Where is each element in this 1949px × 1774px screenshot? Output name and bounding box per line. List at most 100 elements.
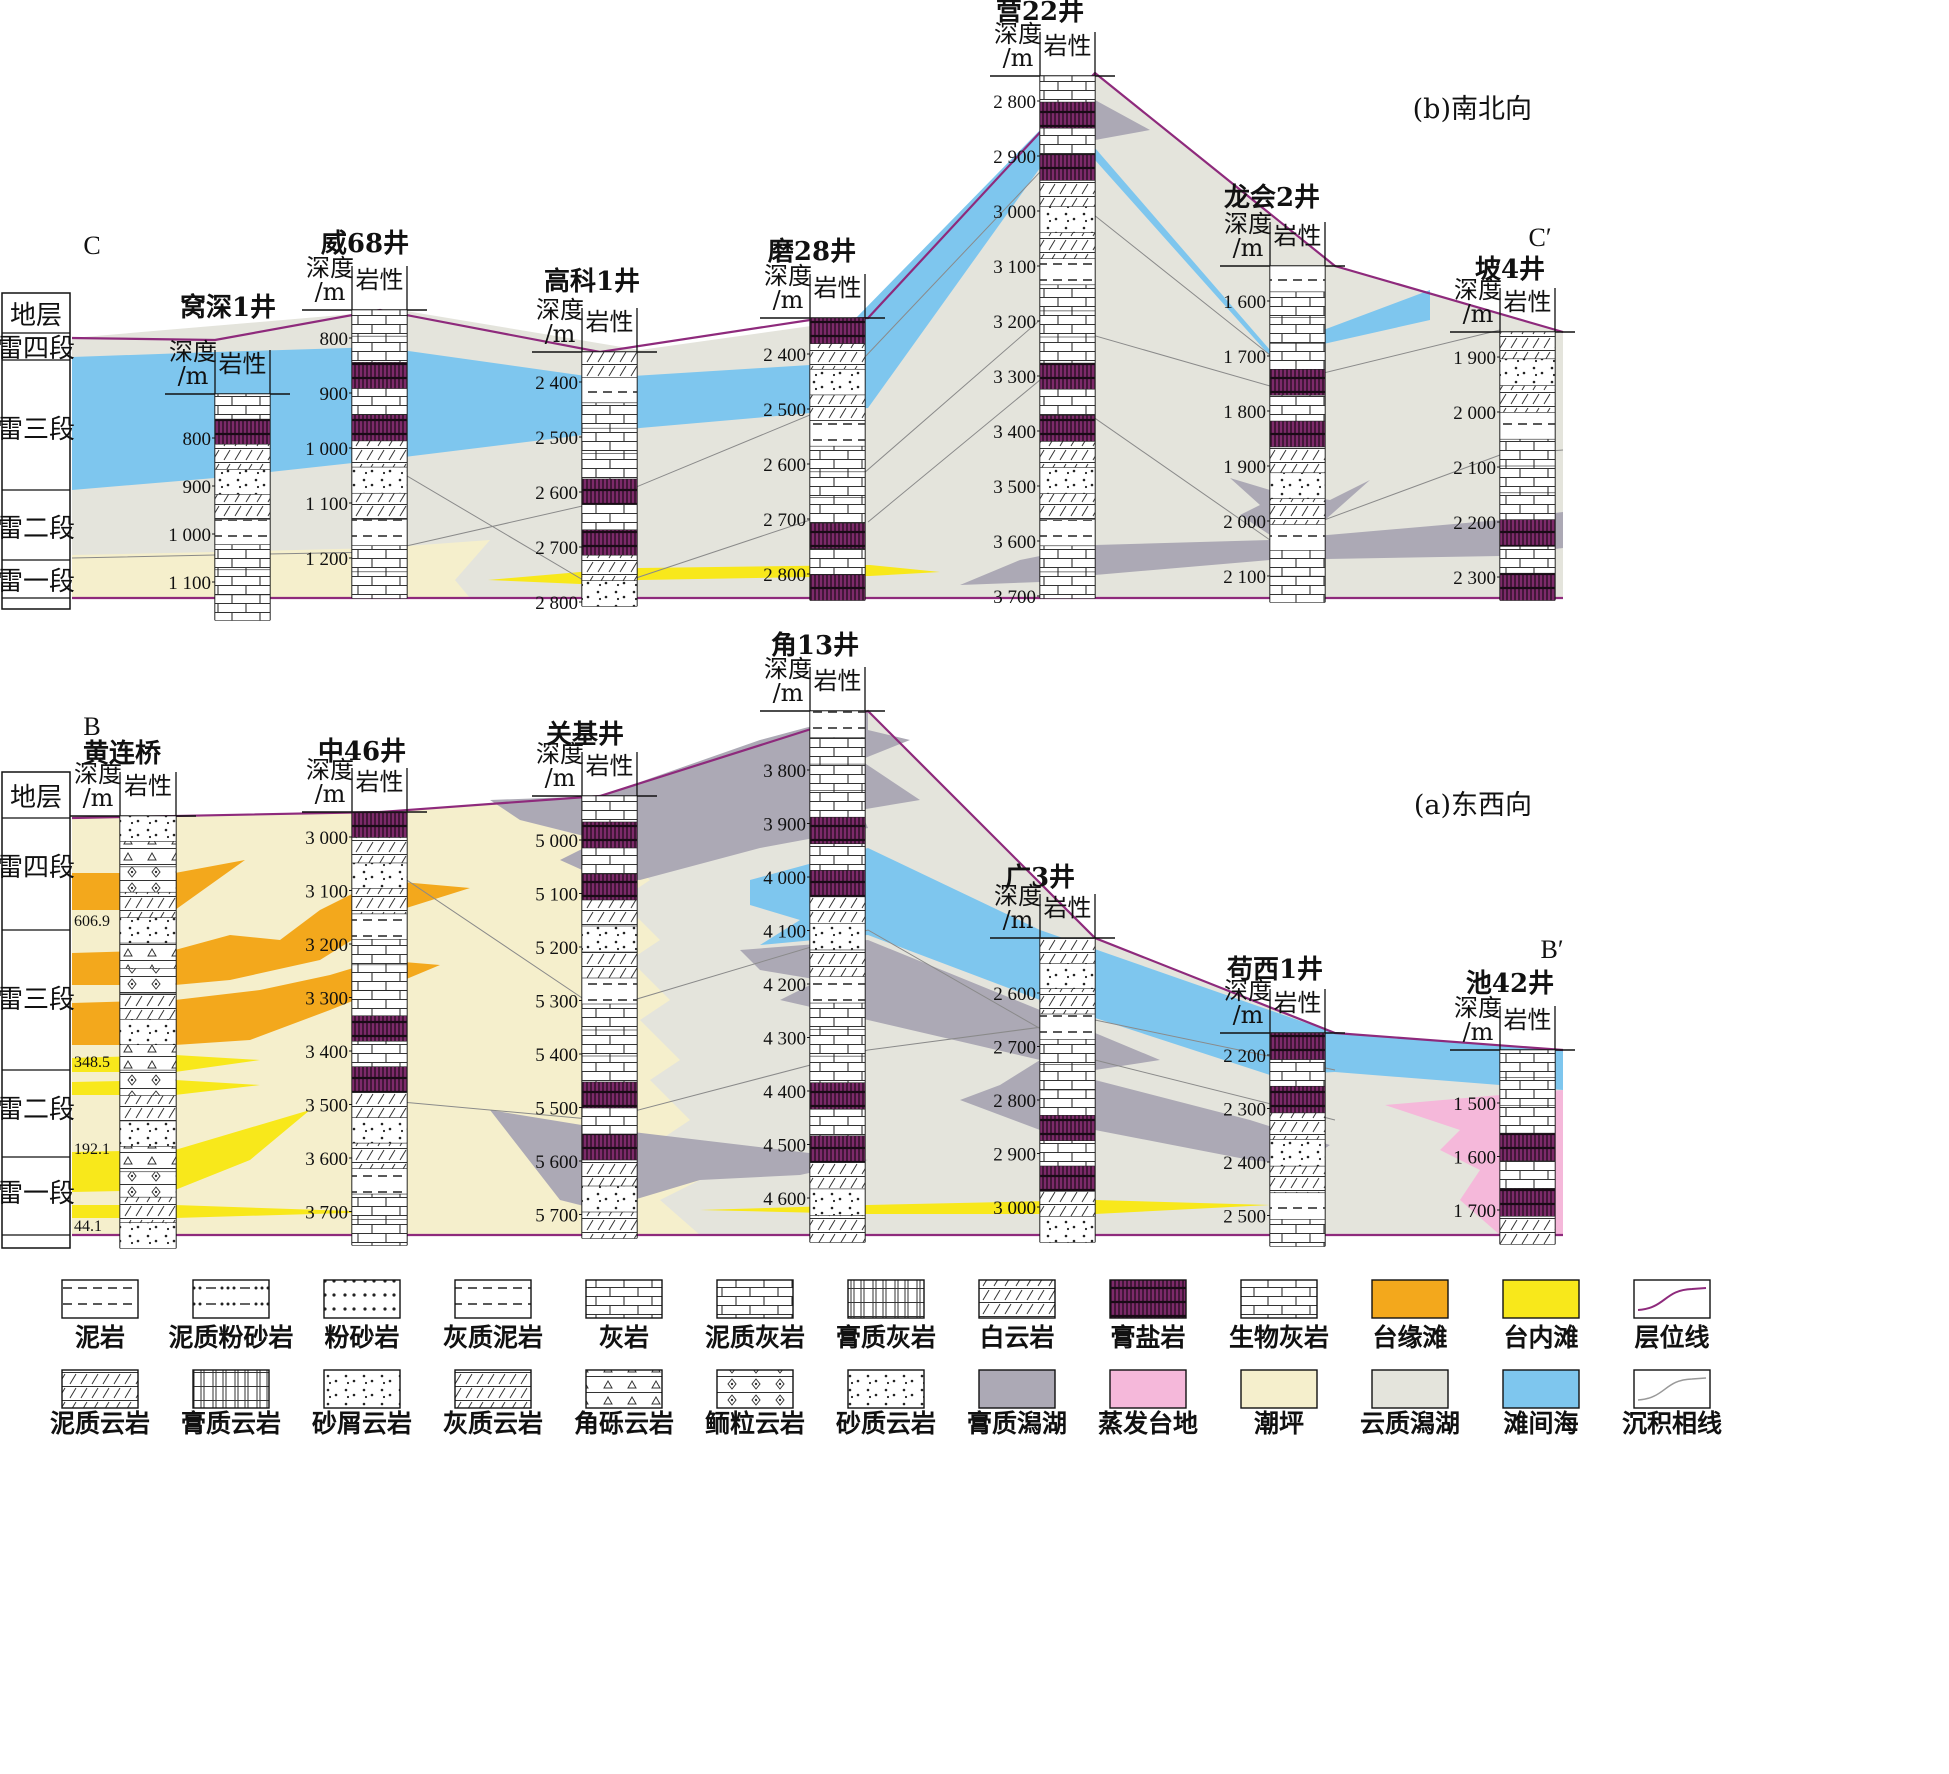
legend-swatch	[847, 1279, 925, 1319]
legend-label: 生物灰岩	[1229, 1323, 1329, 1352]
lithology-block	[351, 1193, 408, 1221]
well-name: 广3井	[1005, 863, 1075, 893]
depth-tick-label: 900	[183, 477, 212, 498]
lithology-block	[119, 1018, 177, 1046]
lithology-block	[1039, 310, 1096, 338]
depth-tick-label: 3 100	[993, 257, 1036, 278]
depth-header: 深度	[536, 740, 584, 768]
lith-header: 岩性	[1274, 989, 1322, 1017]
well-name: 窝深1井	[180, 292, 276, 323]
legend-item-mudstone: 泥岩	[61, 1279, 139, 1352]
well-name: 高科1井	[544, 266, 640, 297]
lithology-block	[809, 343, 866, 371]
lithology-block	[581, 1003, 638, 1031]
depth-tick-label: 4 500	[763, 1136, 806, 1157]
lithology-block	[809, 1215, 866, 1243]
lithology-block	[1039, 75, 1096, 103]
lithology-block	[1269, 291, 1326, 319]
lithology-block	[1269, 1112, 1326, 1141]
lithology-block	[1039, 336, 1096, 364]
legend-swatch	[1502, 1369, 1580, 1409]
lithology-block	[809, 497, 866, 524]
depth-tick-label: 3 800	[763, 761, 806, 782]
lithology-block	[119, 1196, 177, 1224]
legend-label: 鲕粒云岩	[705, 1409, 805, 1438]
lithology-block	[119, 891, 177, 919]
depth-tick-label: 3 500	[305, 1096, 348, 1117]
lithology-block	[1039, 154, 1096, 182]
legend-item-argillaceous-siltstone: 泥质粉砂岩	[168, 1279, 294, 1352]
lithology-block	[1269, 265, 1326, 293]
lithology-block	[809, 869, 866, 898]
depth-header: /m	[178, 362, 209, 390]
legend-item-argillaceous-limestone: 泥质灰岩	[705, 1279, 805, 1352]
lith-header: 岩性	[1274, 222, 1322, 250]
well-name: 坡4井	[1475, 255, 1545, 285]
legend-swatch	[192, 1369, 270, 1409]
legend-label: 沉积相线	[1622, 1409, 1722, 1438]
lithology-block	[581, 1107, 638, 1135]
lithology-block	[1269, 575, 1326, 603]
depth-tick-label: 4 000	[763, 868, 806, 889]
depth-header: /m	[1463, 300, 1494, 328]
depth-tick-label: 2 200	[1453, 513, 1496, 534]
legend-swatch	[1633, 1279, 1711, 1319]
legend-label: 灰质泥岩	[443, 1323, 543, 1352]
lithology-block	[351, 362, 408, 390]
depth-tick-label: 3 300	[305, 989, 348, 1010]
legend-label: 滩间海	[1503, 1409, 1578, 1438]
lithology-block	[1039, 1115, 1096, 1142]
panel-label: (b)南北向	[1413, 94, 1532, 125]
boundary-mark: 44.1	[74, 1218, 102, 1235]
depth-tick-label: 2 700	[763, 510, 806, 531]
lithology-block	[1039, 1064, 1096, 1091]
strata-header: 地层	[10, 783, 62, 813]
depth-tick-label: 900	[320, 384, 349, 405]
legend-item-bioclastic-limestone: 生物灰岩	[1229, 1279, 1329, 1352]
lithology-block	[351, 545, 408, 573]
legend-item-tidal-flat: 潮坪	[1240, 1369, 1318, 1438]
lithology-block	[581, 1159, 638, 1187]
lithology-block	[1499, 465, 1556, 494]
lithology-block	[119, 1120, 177, 1148]
depth-tick-label: 1 200	[305, 549, 348, 570]
depth-tick-label: 1 800	[1223, 402, 1266, 423]
legend-swatch	[716, 1369, 794, 1409]
lithology-block	[1269, 1139, 1326, 1167]
well-name: 角13井	[771, 630, 859, 661]
depth-tick-label: 2 900	[993, 147, 1036, 168]
legend-swatch	[978, 1369, 1056, 1409]
depth-tick-label: 3 500	[993, 477, 1036, 498]
lithology-block	[351, 519, 408, 547]
lithology-block	[809, 763, 866, 792]
legend: 泥岩 泥质粉砂岩 粉砂岩 灰质泥岩 灰岩 泥质灰岩 膏质灰岩 白云岩 膏盐岩 生物灰岩 台缘滩 台内滩…	[50, 1279, 1722, 1438]
lithology-block	[581, 1029, 638, 1057]
lithology-block	[351, 1040, 408, 1068]
well-name: 磨28井	[768, 237, 856, 267]
depth-tick-label: 2 800	[993, 1091, 1036, 1112]
legend-swatch	[1109, 1279, 1187, 1319]
legend-label: 砂屑云岩	[312, 1409, 412, 1438]
depth-tick-label: 5 600	[535, 1152, 578, 1173]
lithology-block	[351, 1117, 408, 1144]
section-end-label: C′	[1528, 223, 1551, 252]
lithology-block	[581, 1055, 638, 1083]
lithology-block	[581, 951, 638, 979]
lithology-block	[1039, 441, 1096, 469]
lithology-block	[1269, 369, 1326, 397]
legend-swatch	[716, 1279, 794, 1319]
depth-tick-label: 5 000	[535, 831, 578, 852]
lithology-block	[119, 993, 177, 1021]
depth-tick-label: 1 900	[1223, 457, 1266, 478]
lithology-block	[581, 1133, 638, 1161]
lithology-block	[581, 847, 638, 875]
legend-label: 台内滩	[1503, 1323, 1578, 1352]
lithology-block	[119, 1171, 177, 1198]
lithology-block	[351, 1091, 408, 1119]
lithology-block	[809, 368, 866, 396]
